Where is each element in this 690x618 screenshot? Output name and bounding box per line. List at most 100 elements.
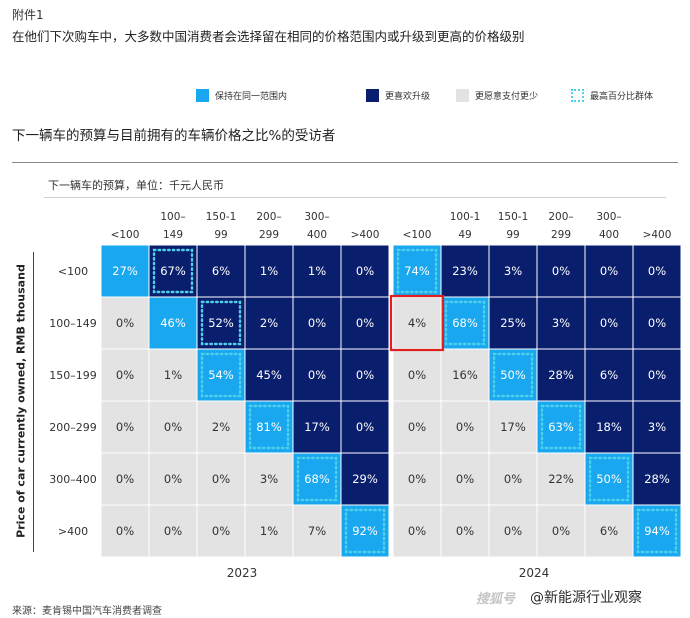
- heatmap-cell-2024: [441, 453, 489, 505]
- heatmap-cell-2023: [101, 297, 149, 349]
- heatmap-cell-2023: [101, 401, 149, 453]
- cell-value: 0%: [164, 524, 182, 538]
- cell-value: 25%: [500, 316, 526, 330]
- heatmap-cell-2024: [537, 349, 585, 401]
- cell-value: 74%: [404, 264, 430, 278]
- watermark-mark: 搜狐号: [476, 592, 516, 607]
- heatmap-cell-2024: [489, 245, 537, 297]
- heatmap-cell-2023: [341, 453, 389, 505]
- row-label: 200–299: [49, 421, 97, 434]
- heatmap-cell-2024: [633, 349, 681, 401]
- heatmap-cell-2023: [149, 401, 197, 453]
- col-label: 300–: [304, 211, 329, 223]
- legend-same: 保持在同一范围内: [196, 88, 287, 102]
- cell-value: 6%: [600, 368, 618, 382]
- cell-value: 0%: [456, 472, 474, 486]
- col-label: >400: [643, 229, 672, 241]
- heatmap-cell-2023: [149, 453, 197, 505]
- heatmap-cell-2024: [633, 297, 681, 349]
- legend-max-label: 最高百分比群体: [590, 91, 654, 102]
- heatmap-cell-2023: [245, 453, 293, 505]
- col-label: 200–: [256, 211, 281, 223]
- cell-value: 0%: [600, 264, 618, 278]
- heatmap-cell-2024: [489, 505, 537, 557]
- cell-value: 0%: [648, 368, 666, 382]
- heatmap-cell-2024: [633, 401, 681, 453]
- highest-marker: [540, 404, 582, 450]
- row-label: <100: [58, 265, 88, 278]
- cell-value: 0%: [552, 524, 570, 538]
- heatmap-cell-2023: [245, 245, 293, 297]
- heatmap-cell-2023: [149, 297, 197, 349]
- cell-value: 2%: [212, 420, 230, 434]
- cell-value: 68%: [452, 316, 478, 330]
- col-label: 400: [307, 229, 327, 241]
- heatmap-cell-2024: [489, 349, 537, 401]
- cell-value: 22%: [548, 472, 574, 486]
- col-label: >400: [351, 229, 380, 241]
- chart-title: 下一辆车的预算与目前拥有的车辆价格之比%的受访者: [12, 128, 336, 144]
- col-label: 150-1: [206, 211, 237, 223]
- cell-value: 3%: [504, 264, 522, 278]
- heatmap-cell-2023: [101, 505, 149, 557]
- cell-value: 0%: [116, 524, 134, 538]
- cell-value: 3%: [552, 316, 570, 330]
- heatmap-cell-2024: [633, 505, 681, 557]
- legend-down: 更愿意支付更少: [456, 88, 538, 102]
- cell-value: 17%: [500, 420, 526, 434]
- legend-up-swatch: [366, 88, 379, 102]
- source-note: 来源：麦肯锡中国汽车消费者调查: [12, 606, 162, 617]
- cell-value: 63%: [548, 420, 574, 434]
- cell-value: 2%: [260, 316, 278, 330]
- heatmap-cell-2023: [197, 245, 245, 297]
- cell-value: 29%: [352, 472, 378, 486]
- cell-value: 23%: [452, 264, 478, 278]
- col-label: 149: [163, 229, 183, 241]
- heatmap-cell-2024: [537, 245, 585, 297]
- legend-down-label: 更愿意支付更少: [475, 91, 539, 102]
- col-label: 150-1: [498, 211, 529, 223]
- cell-value: 94%: [644, 524, 670, 538]
- col-label: 400: [599, 229, 619, 241]
- legend-max-swatch: [571, 88, 584, 102]
- cell-value: 45%: [256, 368, 282, 382]
- cell-value: 0%: [648, 316, 666, 330]
- heatmap-cell-2023: [245, 297, 293, 349]
- col-label: <100: [111, 229, 140, 241]
- heatmap-cell-2023: [101, 349, 149, 401]
- cell-value: 0%: [408, 524, 426, 538]
- cell-value: 27%: [112, 264, 138, 278]
- cell-value: 0%: [116, 368, 134, 382]
- row-label: 150–199: [49, 369, 97, 382]
- cell-value: 1%: [260, 264, 278, 278]
- col-label: 200–: [548, 211, 573, 223]
- cell-value: 0%: [116, 472, 134, 486]
- heatmap-cell-2024: [393, 297, 441, 349]
- highest-marker: [636, 508, 678, 554]
- legend-down-swatch: [456, 88, 469, 102]
- cell-value: 68%: [304, 472, 330, 486]
- heatmap-cell-2023: [293, 453, 341, 505]
- chart-subtitle: 下一辆车的预算，单位：千元人民币: [48, 179, 224, 192]
- cell-value: 0%: [212, 472, 230, 486]
- col-label: 99: [506, 229, 519, 241]
- cell-value: 0%: [408, 472, 426, 486]
- cell-value: 0%: [356, 264, 374, 278]
- heatmap-cell-2023: [341, 245, 389, 297]
- heatmap-cell-2023: [293, 349, 341, 401]
- heatmap-cell-2024: [393, 245, 441, 297]
- heatmap-cell-2023: [293, 505, 341, 557]
- heatmap-cell-2024: [489, 297, 537, 349]
- heatmap-cell-2024: [441, 245, 489, 297]
- cell-value: 7%: [308, 524, 326, 538]
- heatmap-cell-2024: [393, 453, 441, 505]
- row-label: 100–149: [49, 317, 97, 330]
- cell-value: 0%: [504, 472, 522, 486]
- cell-value: 0%: [504, 524, 522, 538]
- col-label: 100-1: [450, 211, 481, 223]
- heatmap-cell-2024: [585, 453, 633, 505]
- cell-value: 46%: [160, 316, 186, 330]
- col-label: 299: [259, 229, 279, 241]
- heatmap-cell-2023: [197, 349, 245, 401]
